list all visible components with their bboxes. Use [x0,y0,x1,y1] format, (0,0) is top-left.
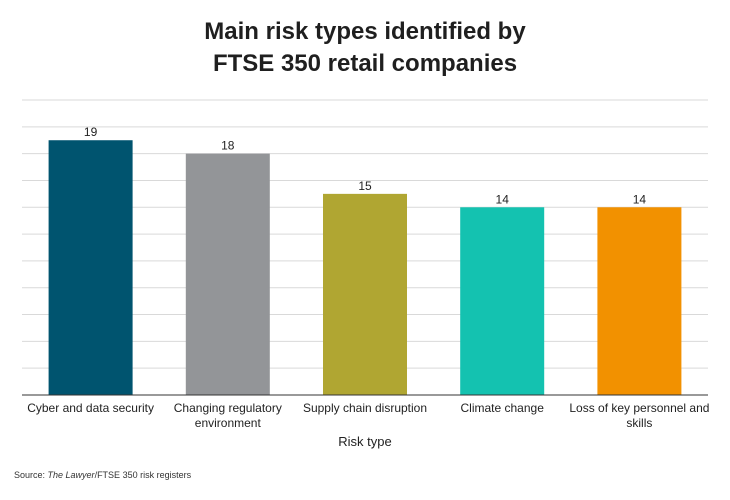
x-axis-title: Risk type [338,434,391,449]
data-labels: 19 18 15 14 14 [84,125,646,206]
x-tick-label: Cyber and data security [27,401,154,415]
source-prefix: Source: [14,470,48,480]
x-tick-label: Climate change [461,401,545,415]
bar [185,153,270,395]
data-label: 15 [358,179,372,193]
source-note: Source: The Lawyer/FTSE 350 risk registe… [14,470,191,480]
bar [597,207,682,395]
x-tick-label: Loss of key personnel and [569,401,709,415]
x-tick-label: Changing regulatory [174,401,282,415]
data-label: 19 [84,125,98,139]
bar [323,193,407,395]
x-tick-labels: Cyber and data security Changing regulato… [27,401,709,430]
bar [48,140,133,395]
data-label: 14 [633,192,647,206]
bars [48,140,682,395]
source-publication: The Lawyer [47,470,95,480]
x-tick-label: environment [195,416,262,430]
source-suffix: /FTSE 350 risk registers [94,470,192,480]
data-label: 18 [221,139,235,153]
chart-title-line-2: FTSE 350 retail companies [212,50,518,77]
chart-title: Main risk types identified by FTSE 350 r… [0,16,730,80]
chart-title-line-1: Main risk types identified by [204,18,526,45]
x-tick-label: skills [626,416,652,430]
x-tick-label: Supply chain disruption [303,401,427,415]
bar [460,207,545,395]
data-label: 14 [496,192,510,206]
